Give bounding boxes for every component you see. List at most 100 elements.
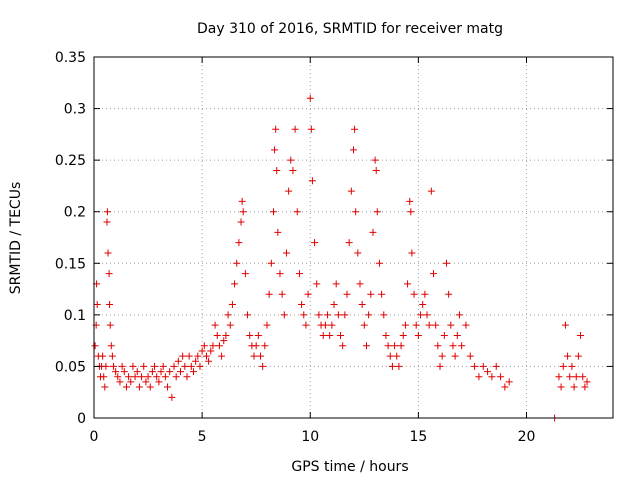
data-point [177,368,184,376]
data-point [372,166,380,174]
data-point [423,311,431,319]
y-tick-label: 0.3 [64,102,86,118]
data-point [339,342,347,350]
data-point [458,342,466,350]
data-point [274,228,282,236]
data-point [168,393,176,401]
data-point [187,362,195,370]
data-point [291,125,299,133]
data-point [105,270,113,278]
data-point [375,259,383,267]
data-point [404,280,412,288]
data-point [319,331,327,339]
data-point [382,331,390,339]
data-point [497,373,505,381]
data-point [555,373,563,381]
data-point [471,362,479,370]
y-axis-label: SRMTID / TECUs [8,182,24,295]
data-point [378,290,386,298]
data-point [181,362,189,370]
data-point [125,373,133,381]
data-point [250,352,258,360]
data-point [579,373,587,381]
data-point [447,321,455,329]
data-point [300,311,308,319]
data-point [354,249,362,257]
data-point [289,166,297,174]
data-point [170,362,178,370]
data-point [391,342,399,350]
data-point [276,270,284,278]
data-point [106,321,114,329]
data-point [116,378,124,386]
data-point [332,280,340,288]
data-point [406,197,414,205]
y-tick-label: 0.1 [64,308,86,324]
y-tick-label: 0.15 [55,256,86,272]
data-point [106,301,114,309]
data-point [209,342,217,350]
x-axis-label: GPS time / hours [291,459,408,475]
data-point [228,301,236,309]
data-point [222,331,230,339]
data-point [196,362,204,370]
data-point [215,342,223,350]
data-point [430,270,438,278]
data-point [159,362,167,370]
data-point [345,239,353,247]
data-point [205,357,213,365]
data-point [302,321,310,329]
data-point [356,280,364,288]
data-point [179,352,187,360]
data-point [427,187,435,195]
data-point [462,321,470,329]
data-point [425,321,433,329]
y-tick-label: 0.2 [64,205,86,221]
data-point [484,368,492,376]
data-point [328,321,336,329]
data-points [91,94,591,422]
data-point [501,383,509,391]
data-point [313,280,321,288]
data-point [273,166,281,174]
data-point [360,321,368,329]
data-point [362,342,370,350]
data-point [257,352,265,360]
data-point [568,362,576,370]
data-point [419,301,427,309]
data-point [224,311,232,319]
data-point [239,208,247,216]
data-point [161,373,169,381]
data-point [220,337,228,345]
data-point [421,290,429,298]
data-point [570,383,578,391]
data-point [434,342,442,350]
data-point [157,368,165,376]
data-point [557,383,565,391]
data-point [263,321,271,329]
data-point [107,342,115,350]
data-point [583,378,591,386]
y-tick-label: 0.25 [55,153,86,169]
chart-title: Day 310 of 2016, SRMTID for receiver mat… [197,21,503,37]
data-point [475,373,483,381]
data-point [412,321,420,329]
data-point [334,311,342,319]
data-point [352,208,360,216]
data-point [112,368,120,376]
data-point [99,352,107,360]
data-point [572,373,580,381]
data-point [104,249,112,257]
data-point [488,373,496,381]
data-point [395,362,403,370]
data-point [295,270,303,278]
data-point [265,290,273,298]
data-point [138,373,146,381]
data-point [269,208,277,216]
data-point [185,352,193,360]
data-point [438,352,446,360]
data-point [101,383,109,391]
data-point [581,383,589,391]
data-point [453,331,461,339]
